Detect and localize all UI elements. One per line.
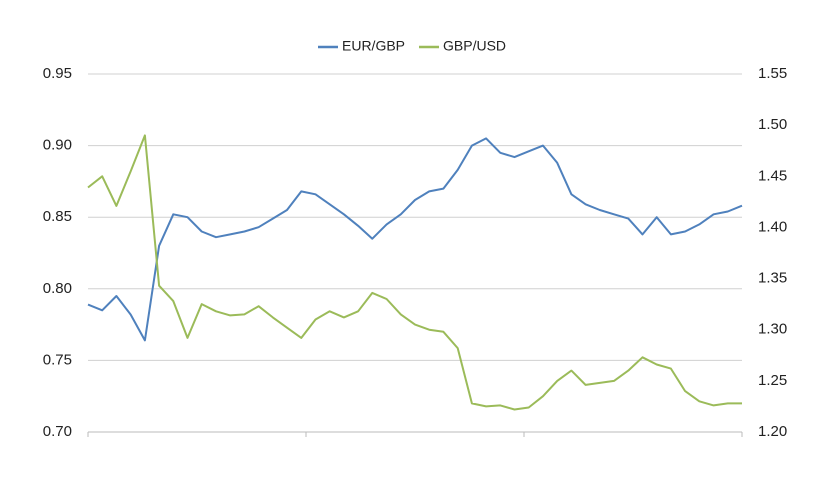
y2-tick-label: 1.35 (758, 270, 787, 287)
y-tick-label: 0.95 (43, 65, 72, 82)
series-line (87, 134, 742, 411)
y-tick-label: 0.75 (43, 351, 72, 368)
y-tick-label: 0.70 (43, 423, 72, 440)
legend-label: GBP/USD (443, 38, 506, 54)
y2-tick-label: 1.40 (758, 218, 787, 235)
y2-tick-label: 1.55 (758, 65, 787, 82)
y-tick-label: 0.85 (43, 208, 72, 225)
y-tick-label: 0.80 (43, 280, 72, 297)
y2-tick-label: 1.50 (758, 116, 787, 133)
series-line (87, 137, 743, 342)
y2-tick-label: 1.30 (758, 321, 787, 338)
y-tick-label: 0.90 (43, 137, 72, 154)
legend-label: EUR/GBP (342, 38, 405, 54)
y2-tick-label: 1.20 (758, 423, 787, 440)
y2-tick-label: 1.25 (758, 372, 787, 389)
y2-tick-label: 1.45 (758, 167, 787, 184)
